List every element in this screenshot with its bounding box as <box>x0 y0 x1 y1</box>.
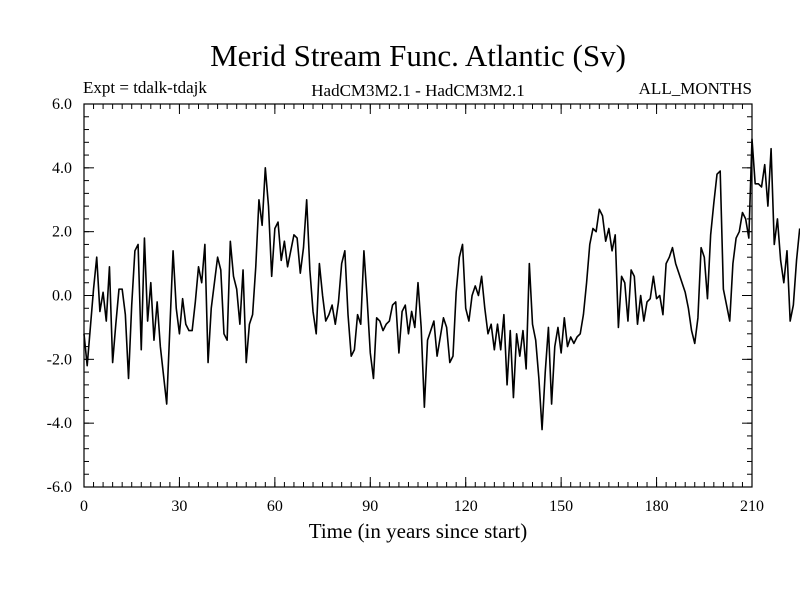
axis-tick-labels: 0 30 60 90 120 150 180 210 6.0 4.0 2.0 0.0 -2.0 -4.0 -… <box>47 96 764 515</box>
x-tick-label: 180 <box>645 498 669 515</box>
x-tick-label: 150 <box>549 498 573 515</box>
chart-title: Merid Stream Func. Atlantic (Sv) <box>210 38 626 73</box>
subtitle-experiment: Expt = tdalk-tdajk <box>83 78 207 97</box>
y-tick-label: -6.0 <box>47 479 72 496</box>
y-tick-label: -2.0 <box>47 351 72 368</box>
x-axis-label: Time (in years since start) <box>309 519 528 543</box>
plot-frame <box>83 103 753 488</box>
subtitle-models: HadCM3M2.1 - HadCM3M2.1 <box>311 81 524 100</box>
y-tick-label: 0.0 <box>52 288 72 305</box>
x-tick-label: 90 <box>362 498 378 515</box>
data-series-line <box>83 138 800 431</box>
y-tick-label: 2.0 <box>52 224 72 241</box>
x-tick-label: 60 <box>267 498 283 515</box>
y-tick-label: -4.0 <box>47 415 72 432</box>
x-tick-label: 210 <box>740 498 764 515</box>
y-tick-label: 4.0 <box>52 160 72 177</box>
y-tick-label: 6.0 <box>52 96 72 113</box>
subtitle-months: ALL_MONTHS <box>639 79 752 98</box>
x-tick-label: 0 <box>80 498 88 515</box>
x-tick-label: 30 <box>171 498 187 515</box>
x-tick-label: 120 <box>454 498 478 515</box>
